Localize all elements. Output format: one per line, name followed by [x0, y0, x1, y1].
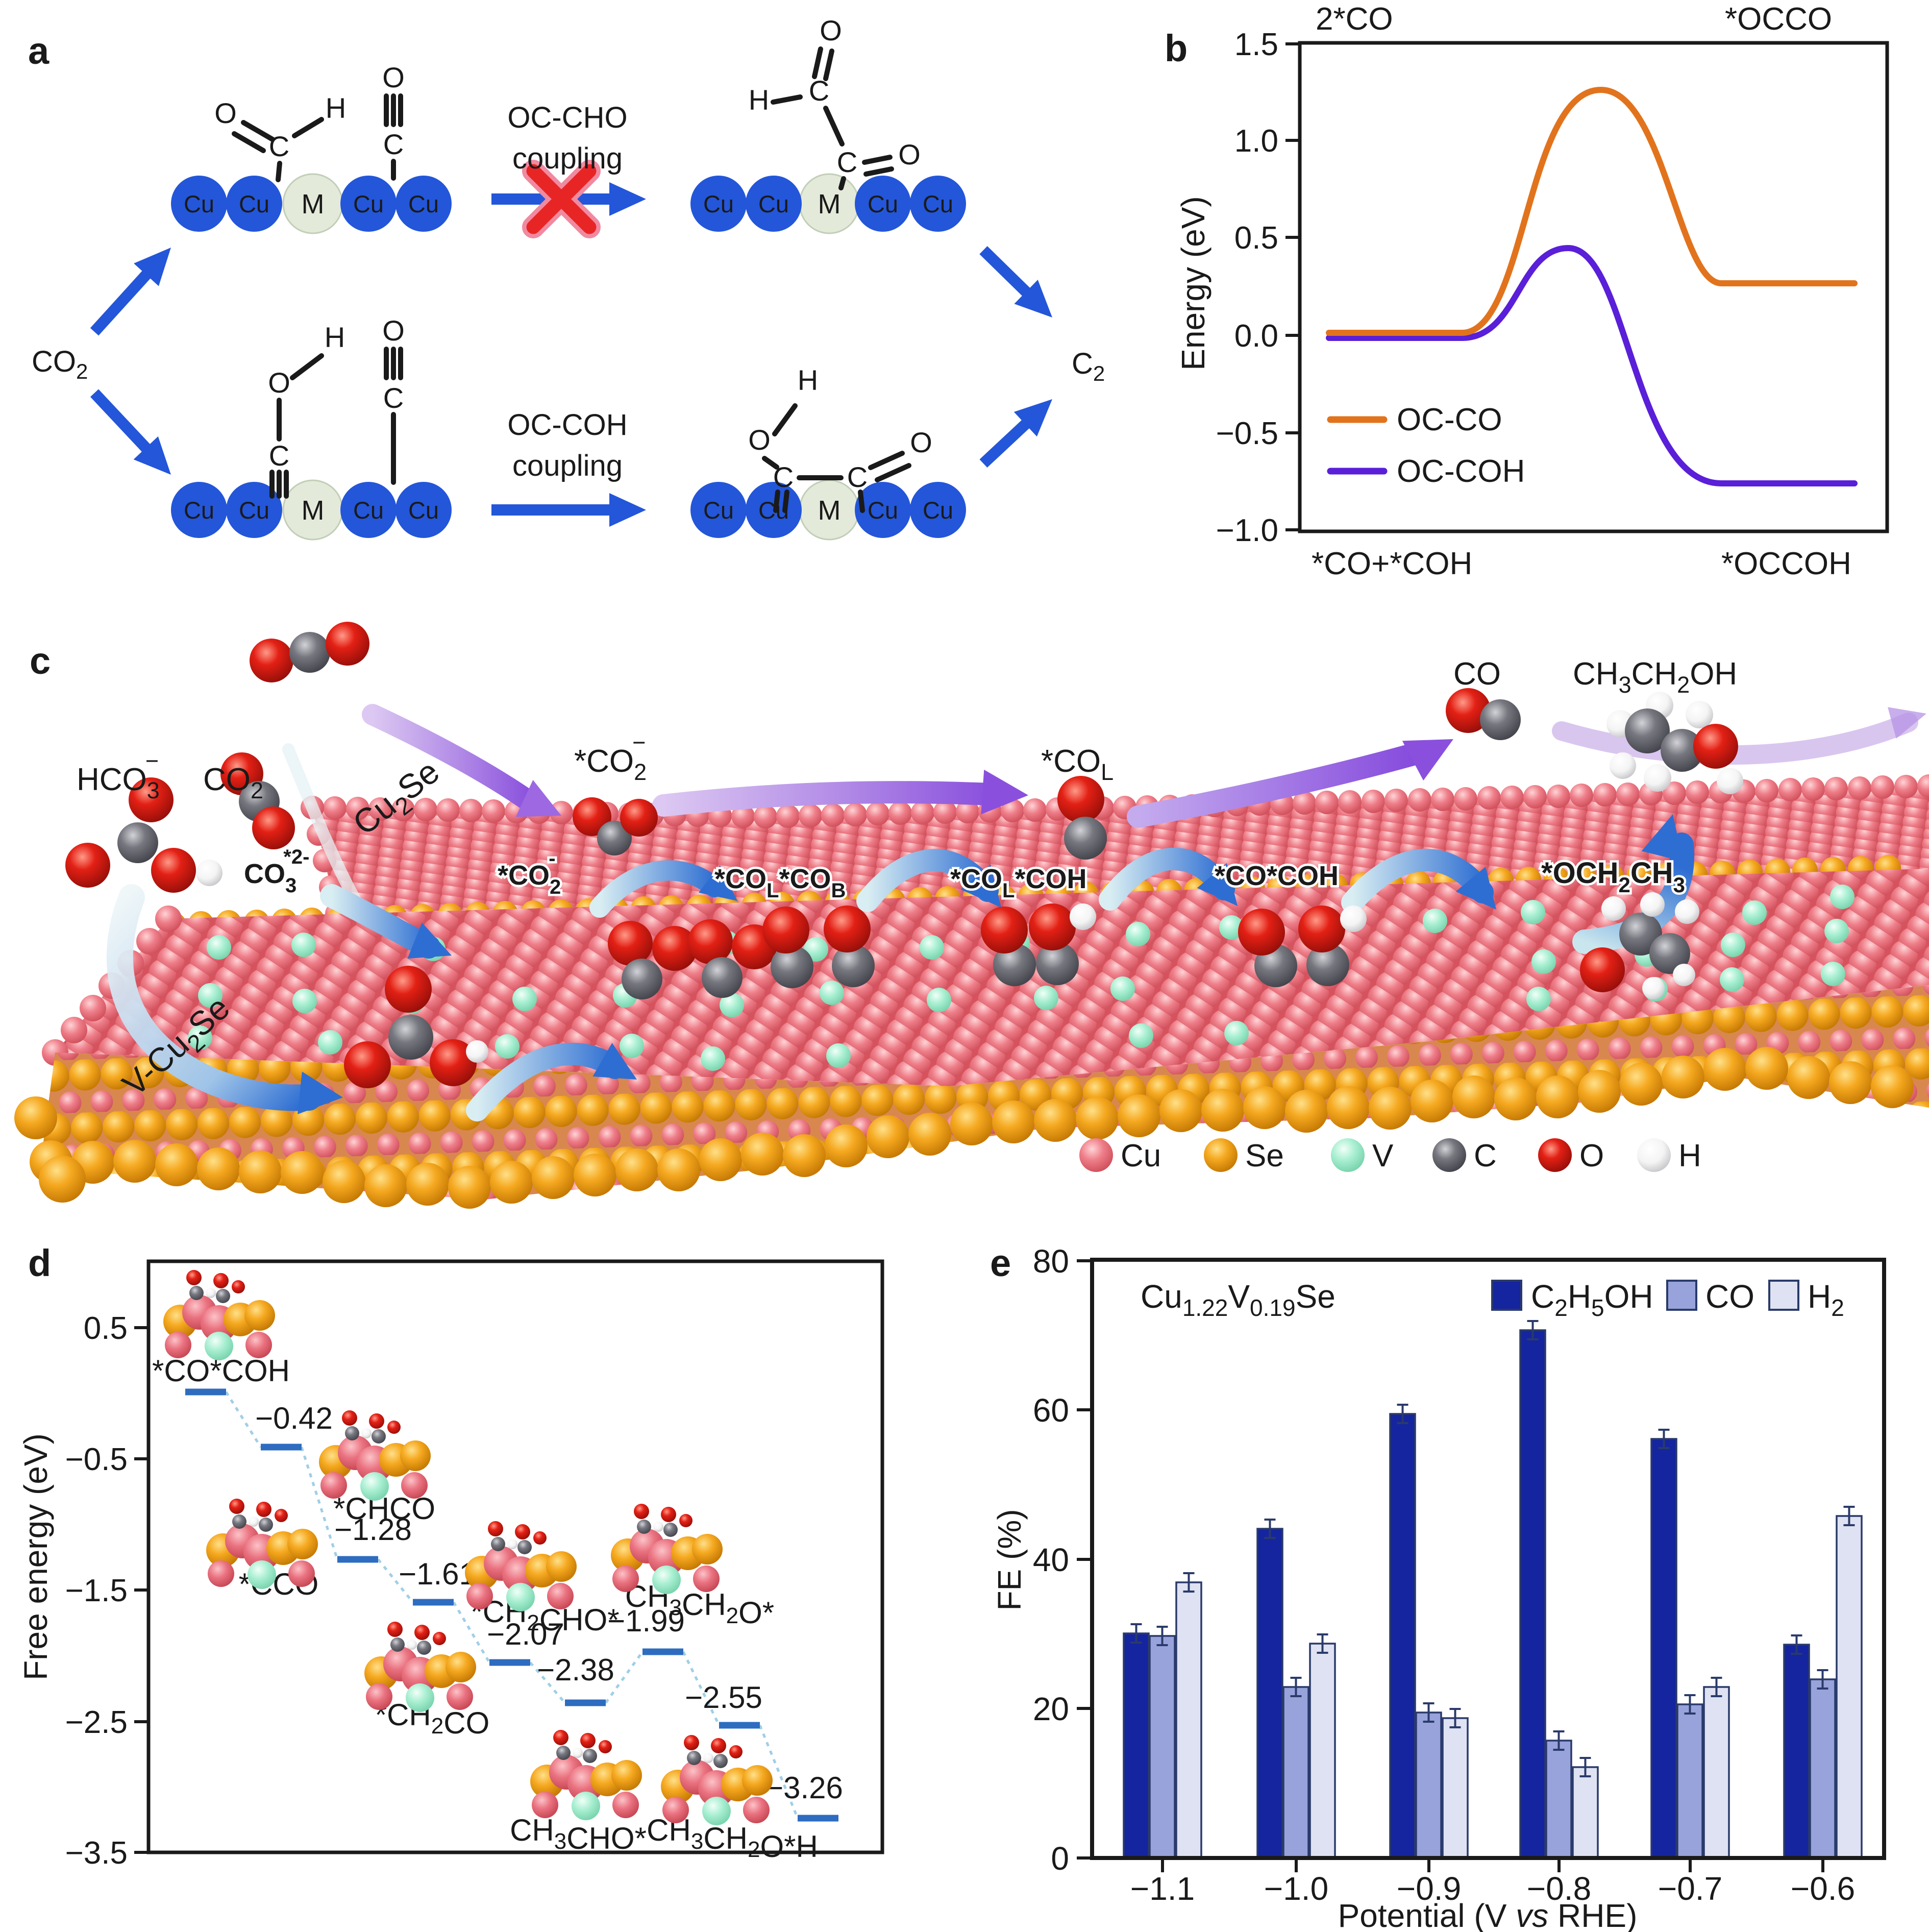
- svg-text:C: C: [383, 382, 404, 414]
- svg-text:1.0: 1.0: [1234, 124, 1278, 159]
- svg-text:Cu: Cu: [923, 497, 953, 524]
- svg-text:−1.99: −1.99: [607, 1604, 685, 1638]
- svg-text:−1.0: −1.0: [1216, 513, 1278, 548]
- svg-text:coupling: coupling: [512, 142, 623, 175]
- svg-text:C: C: [847, 461, 868, 493]
- svg-text:e: e: [990, 1242, 1011, 1284]
- svg-text:H: H: [798, 364, 818, 396]
- svg-text:C: C: [1474, 1138, 1497, 1173]
- svg-text:Cu: Cu: [868, 497, 898, 524]
- svg-text:O: O: [1579, 1138, 1604, 1173]
- svg-text:Cu: Cu: [703, 497, 734, 524]
- svg-text:−2.07: −2.07: [487, 1617, 564, 1651]
- svg-text:O: O: [898, 138, 921, 170]
- svg-text:Se: Se: [1245, 1138, 1284, 1173]
- svg-text:OC-COH: OC-COH: [1397, 454, 1525, 489]
- svg-text:H: H: [749, 84, 769, 116]
- svg-text:0.0: 0.0: [1234, 319, 1278, 354]
- svg-text:0.5: 0.5: [1234, 221, 1278, 256]
- svg-text:C: C: [269, 439, 289, 472]
- svg-text:*OCCO: *OCCO: [1725, 2, 1832, 37]
- svg-text:M: M: [302, 495, 325, 526]
- svg-text:Cu: Cu: [239, 497, 269, 524]
- svg-text:*CO*COH: *CO*COH: [1215, 861, 1339, 891]
- svg-text:20: 20: [1033, 1691, 1069, 1727]
- svg-text:−0.42: −0.42: [255, 1401, 333, 1435]
- svg-text:−0.5: −0.5: [1216, 416, 1278, 451]
- svg-text:Cu: Cu: [239, 190, 269, 217]
- svg-text:−3.5: −3.5: [65, 1836, 128, 1871]
- svg-text:M: M: [302, 189, 325, 219]
- svg-text:−1.61: −1.61: [399, 1557, 476, 1591]
- svg-text:H: H: [326, 92, 346, 124]
- svg-text:H: H: [325, 321, 345, 353]
- svg-text:Cu: Cu: [923, 190, 953, 217]
- svg-text:−3.26: −3.26: [765, 1771, 843, 1805]
- svg-text:O: O: [382, 314, 405, 347]
- svg-text:O: O: [268, 366, 290, 399]
- svg-text:d: d: [28, 1242, 51, 1284]
- svg-text:1.5: 1.5: [1234, 27, 1278, 62]
- svg-text:−1.0: −1.0: [1264, 1870, 1328, 1907]
- svg-text:M: M: [818, 495, 841, 526]
- svg-text:0: 0: [1051, 1840, 1069, 1877]
- svg-text:O: O: [382, 61, 405, 93]
- svg-text:−0.9: −0.9: [1397, 1870, 1461, 1907]
- svg-text:C: C: [837, 146, 857, 178]
- svg-text:Cu: Cu: [353, 190, 384, 217]
- svg-text:Cu1.22V0.19Se: Cu1.22V0.19Se: [1141, 1278, 1336, 1321]
- svg-text:−1.28: −1.28: [334, 1512, 412, 1547]
- svg-text:*CO+*COH: *CO+*COH: [1312, 546, 1472, 581]
- svg-text:OC-CO: OC-CO: [1397, 402, 1502, 437]
- svg-text:O: O: [748, 424, 771, 456]
- svg-text:−2.55: −2.55: [685, 1680, 762, 1715]
- svg-text:60: 60: [1033, 1392, 1069, 1429]
- svg-text:Energy (eV): Energy (eV): [1175, 196, 1211, 370]
- svg-text:OC-CHO: OC-CHO: [507, 101, 627, 134]
- svg-text:80: 80: [1033, 1243, 1069, 1280]
- svg-text:Cu: Cu: [868, 190, 898, 217]
- svg-text:FE (%): FE (%): [991, 1509, 1028, 1610]
- svg-text:Free energy (eV): Free energy (eV): [17, 1433, 54, 1680]
- svg-text:Cu: Cu: [353, 497, 384, 524]
- svg-text:OC-COH: OC-COH: [507, 408, 627, 442]
- svg-text:−0.5: −0.5: [65, 1442, 128, 1477]
- svg-text:Cu: Cu: [184, 497, 214, 524]
- svg-text:0.5: 0.5: [84, 1311, 128, 1346]
- svg-text:a: a: [28, 30, 50, 72]
- svg-text:CO: CO: [1453, 656, 1501, 692]
- svg-text:Potential (V vs RHE): Potential (V vs RHE): [1338, 1897, 1638, 1932]
- svg-text:CH3CH2OH: CH3CH2OH: [1573, 656, 1737, 698]
- svg-text:Cu: Cu: [703, 190, 734, 217]
- svg-text:C: C: [809, 75, 829, 107]
- svg-text:V: V: [1372, 1138, 1394, 1173]
- svg-text:C: C: [383, 128, 404, 160]
- svg-text:Cu: Cu: [408, 497, 439, 524]
- svg-text:2*CO: 2*CO: [1316, 2, 1393, 37]
- svg-text:Cu: Cu: [184, 190, 214, 217]
- svg-text:Cu: Cu: [1121, 1138, 1161, 1173]
- svg-text:−1.5: −1.5: [65, 1573, 128, 1608]
- svg-text:−0.8: −0.8: [1527, 1870, 1591, 1907]
- svg-text:CO: CO: [1705, 1278, 1754, 1315]
- svg-text:H: H: [1678, 1138, 1701, 1173]
- svg-text:b: b: [1165, 27, 1188, 69]
- svg-text:Cu: Cu: [408, 190, 439, 217]
- svg-text:O: O: [214, 97, 237, 129]
- svg-text:coupling: coupling: [512, 449, 623, 482]
- svg-text:M: M: [818, 189, 841, 219]
- svg-text:Cu: Cu: [758, 190, 789, 217]
- svg-text:−0.7: −0.7: [1658, 1870, 1722, 1907]
- svg-text:O: O: [910, 426, 932, 458]
- svg-text:−2.38: −2.38: [537, 1653, 614, 1687]
- svg-text:C: C: [269, 130, 289, 162]
- svg-text:C2H5OH: C2H5OH: [1531, 1278, 1653, 1321]
- svg-text:−0.6: −0.6: [1791, 1870, 1855, 1907]
- svg-text:−1.1: −1.1: [1130, 1870, 1195, 1907]
- svg-text:−2.5: −2.5: [65, 1705, 128, 1740]
- svg-text:O: O: [820, 14, 842, 46]
- svg-text:*OCCOH: *OCCOH: [1721, 546, 1851, 581]
- svg-text:40: 40: [1033, 1542, 1069, 1578]
- svg-text:c: c: [30, 640, 51, 682]
